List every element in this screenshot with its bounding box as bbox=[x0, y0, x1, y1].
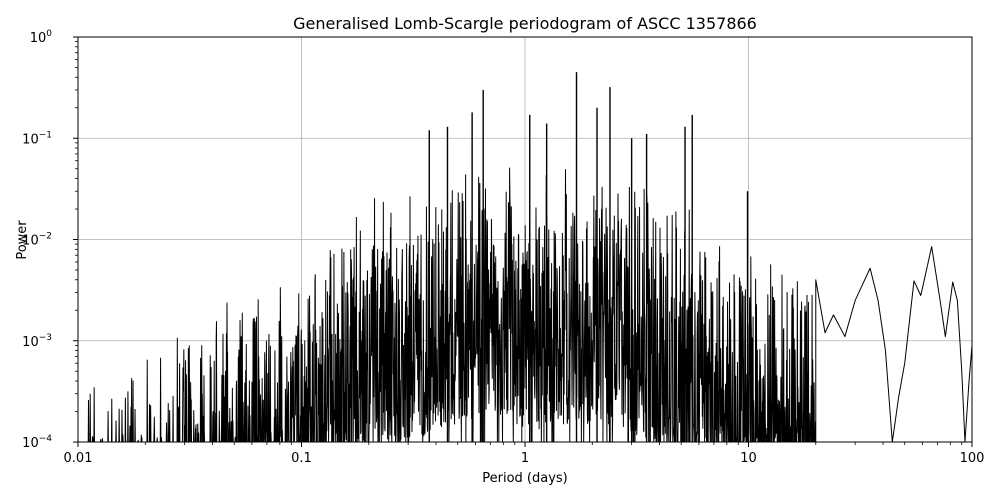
y-axis-label: Power bbox=[15, 220, 30, 260]
x-tick-label: 100 bbox=[960, 451, 985, 466]
x-axis-label: Period (days) bbox=[482, 471, 568, 486]
x-axis-ticks: 0.01 0.1 1 10 100 bbox=[64, 442, 985, 466]
x-tick-label: 0.01 bbox=[64, 451, 93, 466]
x-tick-label: 10 bbox=[740, 451, 757, 466]
x-tick-label: 1 bbox=[521, 451, 529, 466]
x-tick-label: 0.1 bbox=[291, 451, 312, 466]
chart-title: Generalised Lomb-Scargle periodogram of … bbox=[293, 14, 757, 33]
